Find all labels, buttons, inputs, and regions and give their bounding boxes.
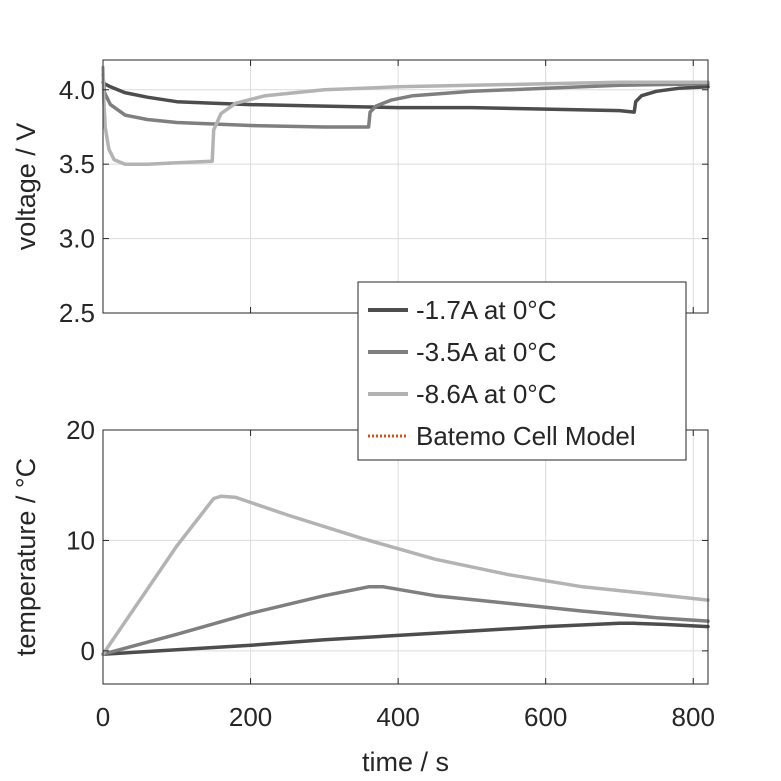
temperature-xtick-label: 600	[524, 702, 567, 732]
voltage-ytick-label: 4.0	[59, 75, 95, 105]
temperature-series	[101, 494, 710, 656]
legend-box	[357, 281, 687, 461]
temperature-xtick-label: 400	[376, 702, 419, 732]
temperature-ytick-label: 10	[66, 525, 95, 555]
temperature-series-line-3	[101, 494, 710, 656]
voltage-series-line-1	[101, 80, 710, 114]
voltage-series-line-3	[101, 65, 710, 166]
voltage-ytick-label: 3.5	[59, 149, 95, 179]
voltage-ytick-label: 3.0	[59, 224, 95, 254]
temperature-ytick-label: 0	[81, 636, 95, 666]
legend-label-3: -8.6A at 0°C	[416, 379, 556, 409]
voltage-ytick-label: 2.5	[59, 298, 95, 328]
temperature-xtick-label: 200	[229, 702, 272, 732]
temperature-series-line-1	[101, 621, 710, 656]
temperature-xtick-label: 0	[96, 702, 110, 732]
legend-label-1: -1.7A at 0°C	[416, 295, 556, 325]
temperature-ylabel: temperature / °C	[11, 458, 41, 656]
legend-label-4: Batemo Cell Model	[416, 421, 636, 451]
voltage-series	[101, 65, 710, 166]
legend-items: -1.7A at 0°C -3.5A at 0°C -8.6A at 0°C Bate…	[368, 295, 636, 451]
temperature-series-line-2	[101, 585, 710, 656]
temperature-xtick-label: 800	[672, 702, 715, 732]
voltage-plot: 2.5 3.0 3.5 4.0 voltage / V	[11, 59, 710, 328]
temperature-axes-frame	[102, 429, 709, 685]
legend-label-2: -3.5A at 0°C	[416, 337, 556, 367]
voltage-series-line-2	[101, 73, 710, 129]
time-xlabel: time / s	[362, 747, 449, 777]
voltage-ylabel: voltage / V	[11, 123, 41, 251]
voltage-ticks: 2.5 3.0 3.5 4.0	[59, 60, 708, 328]
temperature-grid	[102, 429, 708, 684]
legend: -1.7A at 0°C -3.5A at 0°C -8.6A at 0°C Bate…	[357, 281, 687, 461]
temperature-ytick-label: 20	[66, 415, 95, 445]
